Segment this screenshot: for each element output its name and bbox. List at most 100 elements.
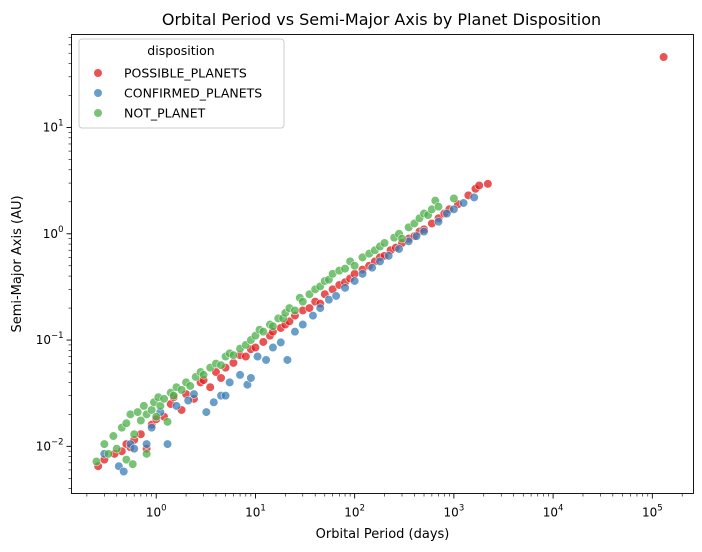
series-confirmed-planets (99, 192, 479, 477)
y-axis-ticks: 10−2 10−1 100 101 (36, 37, 72, 489)
series-not-planet (91, 193, 459, 469)
plot-frame (71, 34, 694, 494)
data-point (151, 412, 161, 422)
data-point (433, 217, 444, 227)
data-point (91, 456, 102, 467)
data-point (162, 439, 173, 449)
data-point (136, 415, 146, 426)
data-point (331, 291, 341, 301)
x-axis-ticks: 100 101 102 103 104 105 (86, 493, 683, 520)
data-point (308, 310, 318, 321)
x-tick-label: 105 (642, 504, 663, 520)
data-point (276, 337, 286, 348)
data-point (419, 226, 429, 237)
data-point (340, 283, 350, 293)
legend-marker-possible-planets (93, 68, 103, 78)
y-tick-label: 101 (43, 119, 64, 135)
data-point (298, 297, 308, 307)
data-point (304, 303, 315, 313)
data-point (268, 342, 278, 353)
data-point (185, 381, 195, 391)
data-point (315, 303, 325, 313)
data-point (139, 401, 149, 411)
data-point (252, 351, 263, 362)
data-point (384, 251, 394, 261)
data-point (411, 231, 422, 241)
data-point (282, 355, 293, 365)
data-point (350, 276, 360, 286)
data-point (659, 52, 669, 62)
legend-title: disposition (147, 43, 214, 58)
data-point (250, 342, 261, 353)
points-layer (91, 52, 669, 477)
data-point (189, 389, 199, 399)
data-point (442, 208, 452, 219)
data-point (205, 382, 215, 392)
x-tick-label: 102 (344, 504, 365, 520)
x-tick-label: 100 (146, 504, 167, 520)
data-point (129, 444, 139, 454)
data-point (121, 455, 131, 465)
data-point (235, 370, 245, 380)
data-point (458, 198, 469, 208)
data-point (449, 204, 459, 214)
data-point (128, 459, 138, 469)
y-axis-label: Semi-Major Axis (AU) (10, 195, 25, 332)
data-point (216, 373, 226, 383)
legend-marker-not-planet (93, 108, 103, 118)
data-point (433, 202, 444, 212)
data-point (228, 350, 239, 360)
data-point (268, 321, 278, 331)
data-point (350, 261, 360, 271)
legend-marker-confirmed-planets (93, 88, 103, 98)
data-point (357, 269, 368, 279)
y-tick-label: 100 (43, 225, 64, 241)
data-point (198, 370, 209, 380)
x-axis-label: Orbital Period (days) (316, 527, 450, 542)
y-tick-label: 10−1 (36, 331, 64, 347)
legend-label-possible-planets: POSSIBLE_PLANETS (124, 66, 247, 81)
legend-label-not-planet: NOT_PLANET (124, 106, 206, 121)
data-point (201, 407, 211, 417)
data-point (133, 407, 143, 417)
data-point (483, 179, 493, 189)
data-point (449, 193, 459, 204)
data-point (119, 466, 129, 477)
data-point (397, 234, 407, 244)
x-tick-label: 101 (245, 504, 266, 520)
data-point (261, 355, 271, 365)
data-point (340, 264, 350, 274)
legend: disposition POSSIBLE_PLANETS CONFIRMED_P… (78, 38, 285, 129)
data-point (298, 319, 308, 330)
data-point (112, 444, 122, 454)
data-point (142, 439, 152, 449)
data-point (169, 391, 179, 401)
x-tick-label: 104 (543, 504, 564, 520)
data-point (474, 180, 484, 191)
data-point (162, 417, 173, 427)
data-point (258, 337, 268, 347)
legend-label-confirmed-planets: CONFIRMED_PLANETS (124, 86, 262, 101)
data-point (99, 439, 109, 449)
data-point (147, 423, 157, 433)
data-point (121, 418, 131, 428)
chart-title: Orbital Period vs Semi-Major Axis by Pla… (162, 10, 601, 29)
x-tick-label: 103 (444, 504, 465, 520)
data-point (171, 401, 182, 411)
y-tick-label: 10−2 (36, 437, 64, 453)
data-point (108, 431, 118, 441)
data-point (176, 385, 187, 395)
data-point (241, 351, 251, 362)
data-point (290, 327, 300, 337)
data-point (159, 394, 169, 404)
data-point (258, 327, 268, 337)
data-point (228, 358, 239, 368)
data-point (155, 401, 165, 411)
data-point (246, 373, 256, 383)
data-point (216, 360, 226, 370)
data-point (324, 295, 334, 305)
data-point (375, 256, 385, 266)
legend-box (78, 38, 285, 129)
data-point (367, 263, 377, 273)
